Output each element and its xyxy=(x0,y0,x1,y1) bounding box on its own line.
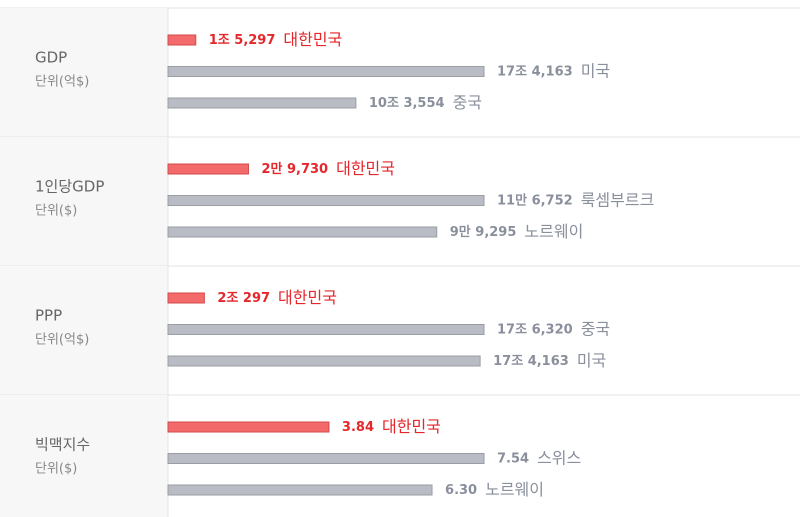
country: 미국 xyxy=(581,61,610,80)
bar xyxy=(167,484,433,496)
label-cell xyxy=(0,266,168,395)
bar-label: 7.54 스위스 xyxy=(497,448,581,467)
country: 룩셈부르크 xyxy=(581,190,655,209)
label-cell xyxy=(0,137,168,266)
row-unit: 단위($) xyxy=(35,462,77,477)
value-label: 2만 9,730 xyxy=(261,161,328,177)
bar xyxy=(167,34,197,46)
bar xyxy=(167,97,357,109)
row-unit: 단위(억$) xyxy=(35,75,89,90)
value-label: 9만 9,295 xyxy=(450,224,517,240)
label-cell xyxy=(0,395,168,517)
country: 노르웨이 xyxy=(524,222,583,241)
bar xyxy=(167,453,485,464)
row-label: 빅맥지수 xyxy=(35,436,90,454)
value-label: 11만 6,752 xyxy=(497,192,573,208)
bar-label: 11만 6,752 룩셈부르크 xyxy=(497,190,654,209)
row-label: 1인당GDP xyxy=(35,178,104,196)
bar-label: 3.84 대한민국 xyxy=(342,417,441,436)
value-label: 3.84 xyxy=(342,420,374,435)
bar xyxy=(167,355,481,367)
country: 중국 xyxy=(453,93,482,112)
row-label: PPP xyxy=(35,307,62,325)
bar xyxy=(167,324,485,335)
country: 대한민국 xyxy=(336,159,395,178)
value-label: 2조 297 xyxy=(217,291,270,306)
bar-label: 9만 9,295 노르웨이 xyxy=(450,222,584,241)
bar-label: 10조 3,554 중국 xyxy=(369,93,482,112)
country: 노르웨이 xyxy=(485,480,544,499)
label-cell xyxy=(0,8,168,137)
bar-label: 1조 5,297 대한민국 xyxy=(209,30,343,49)
bar xyxy=(167,421,330,433)
country: 중국 xyxy=(581,319,610,338)
value-label: 17조 6,320 xyxy=(497,322,573,337)
bar xyxy=(167,292,205,304)
bar-label: 2조 297 대한민국 xyxy=(217,288,337,307)
bar xyxy=(167,66,485,77)
bar-label: 6.30 노르웨이 xyxy=(445,480,544,499)
country: 대한민국 xyxy=(278,288,337,307)
value-label: 7.54 xyxy=(497,451,529,466)
row-unit: 단위(억$) xyxy=(35,333,89,348)
bar-label: 2만 9,730 대한민국 xyxy=(261,159,395,178)
bar-label: 17조 4,163 미국 xyxy=(493,351,606,370)
country: 대한민국 xyxy=(382,417,441,436)
country: 미국 xyxy=(577,351,606,370)
bar xyxy=(167,163,249,175)
country: 스위스 xyxy=(537,448,581,467)
bar-label: 17조 4,163 미국 xyxy=(497,61,610,80)
row-label: GDP xyxy=(35,49,67,67)
value-label: 10조 3,554 xyxy=(369,96,445,111)
bar-label: 17조 6,320 중국 xyxy=(497,319,610,338)
bar xyxy=(167,195,485,206)
value-label: 17조 4,163 xyxy=(493,354,569,369)
value-label: 17조 4,163 xyxy=(497,64,573,79)
bar xyxy=(167,226,438,238)
row-unit: 단위($) xyxy=(35,204,77,219)
value-label: 6.30 xyxy=(445,483,477,498)
value-label: 1조 5,297 xyxy=(209,33,276,48)
country: 대한민국 xyxy=(283,30,342,49)
